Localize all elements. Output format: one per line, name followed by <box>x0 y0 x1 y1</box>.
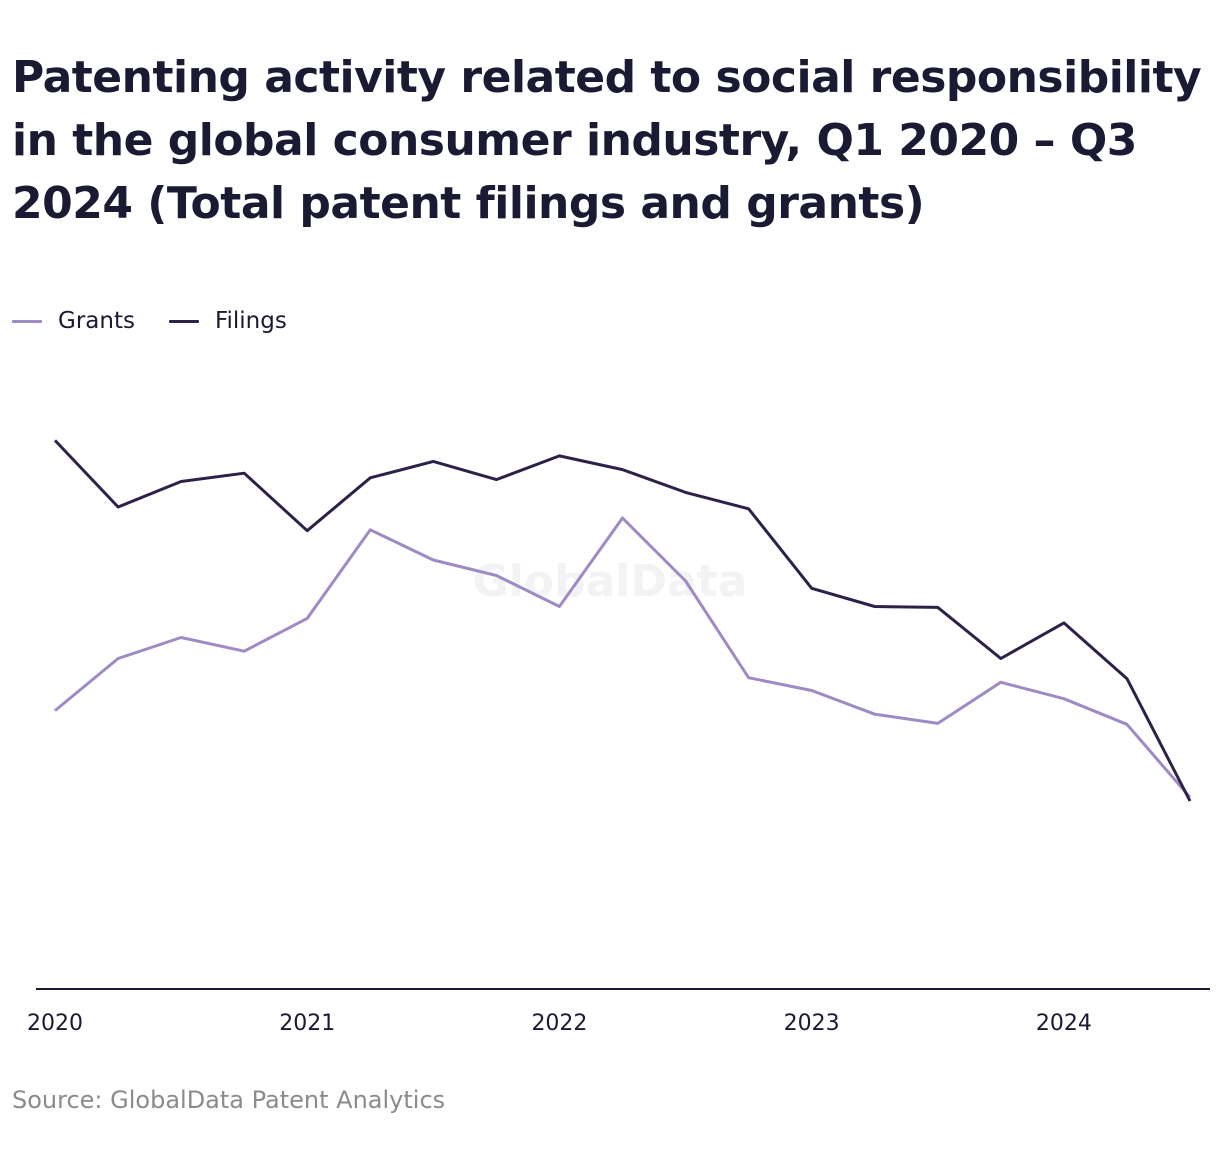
data-point-grants-10[interactable] <box>616 511 630 525</box>
data-point-filings-19[interactable] <box>1183 794 1197 808</box>
series-line-grants <box>54 516 1192 799</box>
x-tick-label-2024: 2024 <box>1036 1011 1092 1036</box>
source-note: Source: GlobalData Patent Analytics <box>12 1086 446 1114</box>
x-tick-label-2021: 2021 <box>279 1011 335 1036</box>
data-point-grants-8[interactable] <box>489 568 503 582</box>
data-point-grants-17[interactable] <box>1057 692 1071 706</box>
data-point-grants-6[interactable] <box>363 523 377 537</box>
data-point-filings-8[interactable] <box>489 473 503 487</box>
x-tick-label-2022: 2022 <box>531 1011 587 1036</box>
x-tick-label-2023: 2023 <box>784 1011 840 1036</box>
data-point-grants-11[interactable] <box>679 574 693 588</box>
data-point-grants-13[interactable] <box>805 683 819 697</box>
data-point-filings-5[interactable] <box>300 524 314 538</box>
series-layer <box>48 433 1197 808</box>
data-point-filings-7[interactable] <box>426 454 440 468</box>
data-point-grants-18[interactable] <box>1120 717 1134 731</box>
data-point-grants-15[interactable] <box>931 716 945 730</box>
data-point-grants-16[interactable] <box>994 675 1008 689</box>
legend-swatch-grants <box>12 319 42 323</box>
x-axis-ticks: 2020 2021 2022 2023 2024 <box>27 1011 1092 1036</box>
legend: Grants Filings <box>12 306 321 336</box>
data-point-grants-7[interactable] <box>426 553 440 567</box>
watermark: GlobalData <box>473 556 748 607</box>
legend-item-filings[interactable]: Filings <box>168 308 287 334</box>
data-point-grants-3[interactable] <box>174 631 188 645</box>
data-point-grants-1[interactable] <box>48 704 62 718</box>
data-point-grants-14[interactable] <box>868 707 882 721</box>
series-grants <box>48 511 1192 799</box>
data-point-filings-18[interactable] <box>1120 672 1134 686</box>
data-point-filings-14[interactable] <box>868 600 882 614</box>
data-point-filings-17[interactable] <box>1057 616 1071 630</box>
data-point-filings-10[interactable] <box>616 463 630 477</box>
data-point-grants-4[interactable] <box>237 644 251 658</box>
data-point-grants-9[interactable] <box>552 600 566 614</box>
legend-label-grants: Grants <box>58 308 135 334</box>
data-point-filings-2[interactable] <box>111 500 125 514</box>
x-tick-label-2020: 2020 <box>27 1011 83 1036</box>
data-point-grants-12[interactable] <box>742 671 756 685</box>
data-point-filings-13[interactable] <box>805 581 819 595</box>
legend-item-grants[interactable]: Grants <box>12 308 135 334</box>
data-point-filings-15[interactable] <box>931 600 945 614</box>
chart-title: Patenting activity related to social res… <box>12 52 1202 229</box>
data-point-filings-1[interactable] <box>48 433 62 447</box>
series-line-filings <box>53 439 1192 802</box>
data-point-filings-6[interactable] <box>363 471 377 485</box>
data-point-filings-4[interactable] <box>237 466 251 480</box>
legend-swatch-filings <box>168 319 199 323</box>
data-point-filings-9[interactable] <box>552 449 566 463</box>
data-point-filings-3[interactable] <box>174 474 188 488</box>
legend-label-filings: Filings <box>214 308 287 334</box>
series-filings <box>48 433 1197 808</box>
data-point-filings-16[interactable] <box>994 652 1008 666</box>
data-point-filings-12[interactable] <box>742 502 756 516</box>
data-point-grants-5[interactable] <box>300 611 314 625</box>
data-point-grants-2[interactable] <box>111 652 125 666</box>
data-point-filings-11[interactable] <box>679 485 693 499</box>
